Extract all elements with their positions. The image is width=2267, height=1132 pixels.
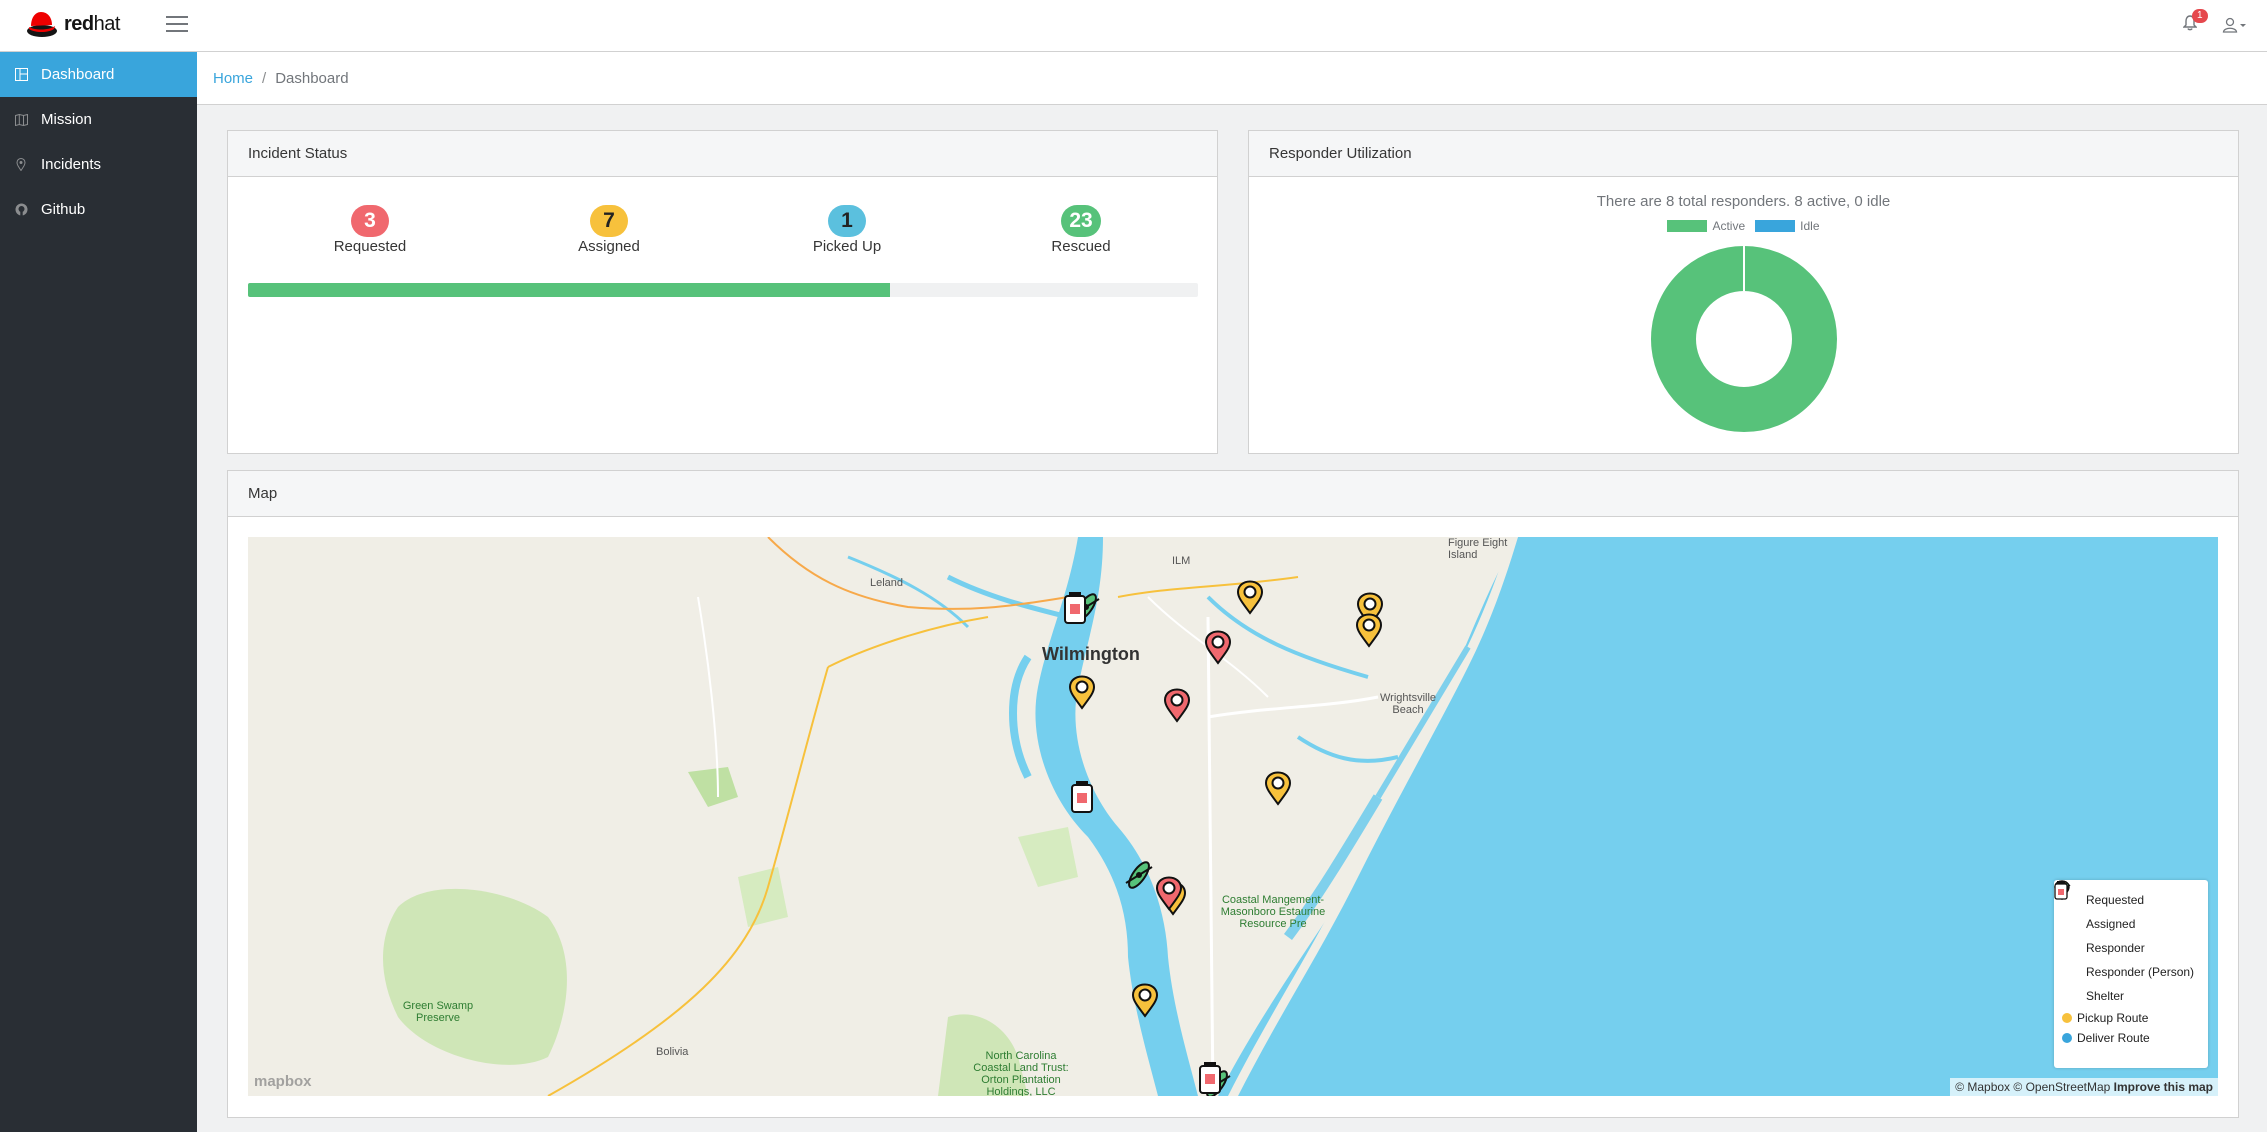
- github-icon: [14, 203, 28, 217]
- map-label-place: ILM: [1172, 555, 1191, 567]
- legend-label: Assigned: [2086, 917, 2136, 931]
- sidebar-item-label: Incidents: [41, 156, 102, 173]
- map-label-place: Bolivia: [656, 1046, 689, 1058]
- map-title: Map: [228, 471, 2238, 517]
- incident-map[interactable]: Wilmington Leland ILM Figure Eight Islan…: [248, 537, 2218, 1096]
- legend-label: Responder (Person): [2086, 965, 2195, 979]
- map-card: Map: [227, 470, 2239, 1118]
- user-icon: [2222, 17, 2238, 33]
- responder-utilization-card: Responder Utilization There are 8 total …: [1248, 130, 2239, 454]
- legend-label: Deliver Route: [2077, 1031, 2150, 1045]
- legend-deliver-route: Deliver Route: [2060, 1028, 2202, 1048]
- legend-shelter: Shelter: [2054, 881, 2202, 1008]
- legend-label: Shelter: [2086, 989, 2125, 1003]
- shadowman-icon: [27, 12, 57, 37]
- incident-status-card: Incident Status 3 Requested 7 Assigned 1…: [227, 130, 1218, 454]
- rescue-progress-bar: [248, 283, 1198, 297]
- dashboard-icon: [14, 68, 28, 82]
- notification-count-badge: 1: [2192, 9, 2208, 23]
- legend-idle-swatch: [1755, 220, 1796, 232]
- stat-rescued: 23 Rescued: [1021, 205, 1141, 255]
- breadcrumb-separator: /: [262, 69, 267, 87]
- legend-idle[interactable]: Idle: [1755, 219, 1820, 233]
- map-marker-icon: [14, 158, 28, 172]
- map-canvas: [383, 537, 2218, 1096]
- improve-map-link[interactable]: Improve this map: [2113, 1080, 2213, 1094]
- map-icon: [14, 113, 28, 127]
- attribution-mapbox[interactable]: © Mapbox: [1955, 1080, 2011, 1094]
- picked-up-count-badge: 1: [828, 205, 866, 237]
- map-label-place: Figure Eight Island: [1448, 537, 1508, 561]
- stat-picked-up: 1 Picked Up: [787, 205, 907, 255]
- assigned-label: Assigned: [578, 238, 640, 255]
- breadcrumb-current: Dashboard: [275, 69, 349, 87]
- legend-idle-label: Idle: [1800, 219, 1820, 233]
- assigned-count-badge: 7: [590, 205, 628, 237]
- map-legend: Requested Assigned Responder Responder (…: [2054, 880, 2208, 1068]
- stat-assigned: 7 Assigned: [549, 205, 669, 255]
- breadcrumb-home-link[interactable]: Home: [213, 69, 254, 87]
- assigned-marker-icon: [2054, 880, 2080, 935]
- responder-person-icon: [2055, 882, 2080, 983]
- top-navbar: redhat 1: [0, 0, 2267, 52]
- mapbox-logo[interactable]: mapbox: [254, 1073, 312, 1090]
- responder-utilization-title: Responder Utilization: [1249, 131, 2238, 177]
- breadcrumb: Home / Dashboard: [197, 52, 2267, 105]
- legend-responder: Responder: [2055, 882, 2202, 960]
- legend-label: Pickup Route: [2077, 1011, 2149, 1025]
- map-label-city: Wilmington: [1042, 644, 1140, 664]
- deliver-route-dot: [2062, 1033, 2072, 1043]
- sidebar-item-incidents[interactable]: Incidents: [0, 142, 197, 187]
- map-label-place: North Carolina Coastal Land Trust: Orton…: [973, 1050, 1069, 1096]
- sidebar-item-label: Mission: [41, 111, 92, 128]
- legend-label: Responder: [2086, 941, 2145, 955]
- legend-assigned: Assigned: [2054, 880, 2202, 936]
- user-menu-button[interactable]: [2222, 15, 2254, 35]
- attribution-osm[interactable]: © OpenStreetMap: [2013, 1080, 2111, 1094]
- brand-name-bold: red: [64, 12, 94, 35]
- rescue-progress-fill: [248, 283, 891, 297]
- map-label-place: Leland: [870, 577, 904, 589]
- requested-label: Requested: [333, 238, 407, 255]
- incident-status-title: Incident Status: [228, 131, 1217, 177]
- sidebar-item-label: Github: [41, 201, 86, 218]
- donut-legend: Active Idle: [1249, 219, 2238, 233]
- legend-requested: Requested: [2054, 880, 2202, 912]
- requested-count-badge: 3: [351, 205, 389, 237]
- map-attribution: © Mapbox © OpenStreetMap Improve this ma…: [1950, 1078, 2218, 1096]
- legend-responder-person: Responder (Person): [2055, 882, 2202, 984]
- picked-up-label: Picked Up: [812, 238, 882, 255]
- sidebar-item-mission[interactable]: Mission: [0, 97, 197, 142]
- sidebar: Dashboard Mission Incidents Github: [0, 52, 197, 1132]
- redhat-logo[interactable]: redhat: [26, 9, 120, 39]
- rescued-count-badge: 23: [1061, 205, 1101, 237]
- map-label-place: Coastal Mangement-Masonboro Estaurine Re…: [1220, 894, 1326, 930]
- caret-down-icon: [2240, 24, 2246, 27]
- responder-boat-icon: [2055, 882, 2080, 959]
- stat-requested: 3 Requested: [310, 205, 430, 255]
- menu-toggle-button[interactable]: [166, 16, 188, 34]
- brand-name-light: hat: [93, 12, 121, 35]
- legend-pickup-route: Pickup Route: [2060, 1008, 2202, 1028]
- map-label-place: Green Swamp Preserve: [402, 1000, 474, 1024]
- legend-active-label: Active: [1712, 219, 1746, 233]
- shelter-icon: [2054, 881, 2080, 1007]
- responder-donut-chart: [1651, 246, 1837, 432]
- map-label-place: Wrightsville Beach: [1379, 692, 1437, 716]
- responder-summary: There are 8 total responders. 8 active, …: [1596, 193, 1891, 210]
- sidebar-item-github[interactable]: Github: [0, 187, 197, 232]
- sidebar-item-dashboard[interactable]: Dashboard: [0, 52, 197, 97]
- legend-label: Requested: [2086, 893, 2145, 907]
- pickup-route-dot: [2062, 1013, 2072, 1023]
- legend-active[interactable]: Active: [1667, 219, 1745, 233]
- sidebar-item-label: Dashboard: [41, 66, 115, 83]
- rescued-label: Rescued: [1051, 238, 1111, 255]
- legend-active-swatch: [1667, 220, 1708, 232]
